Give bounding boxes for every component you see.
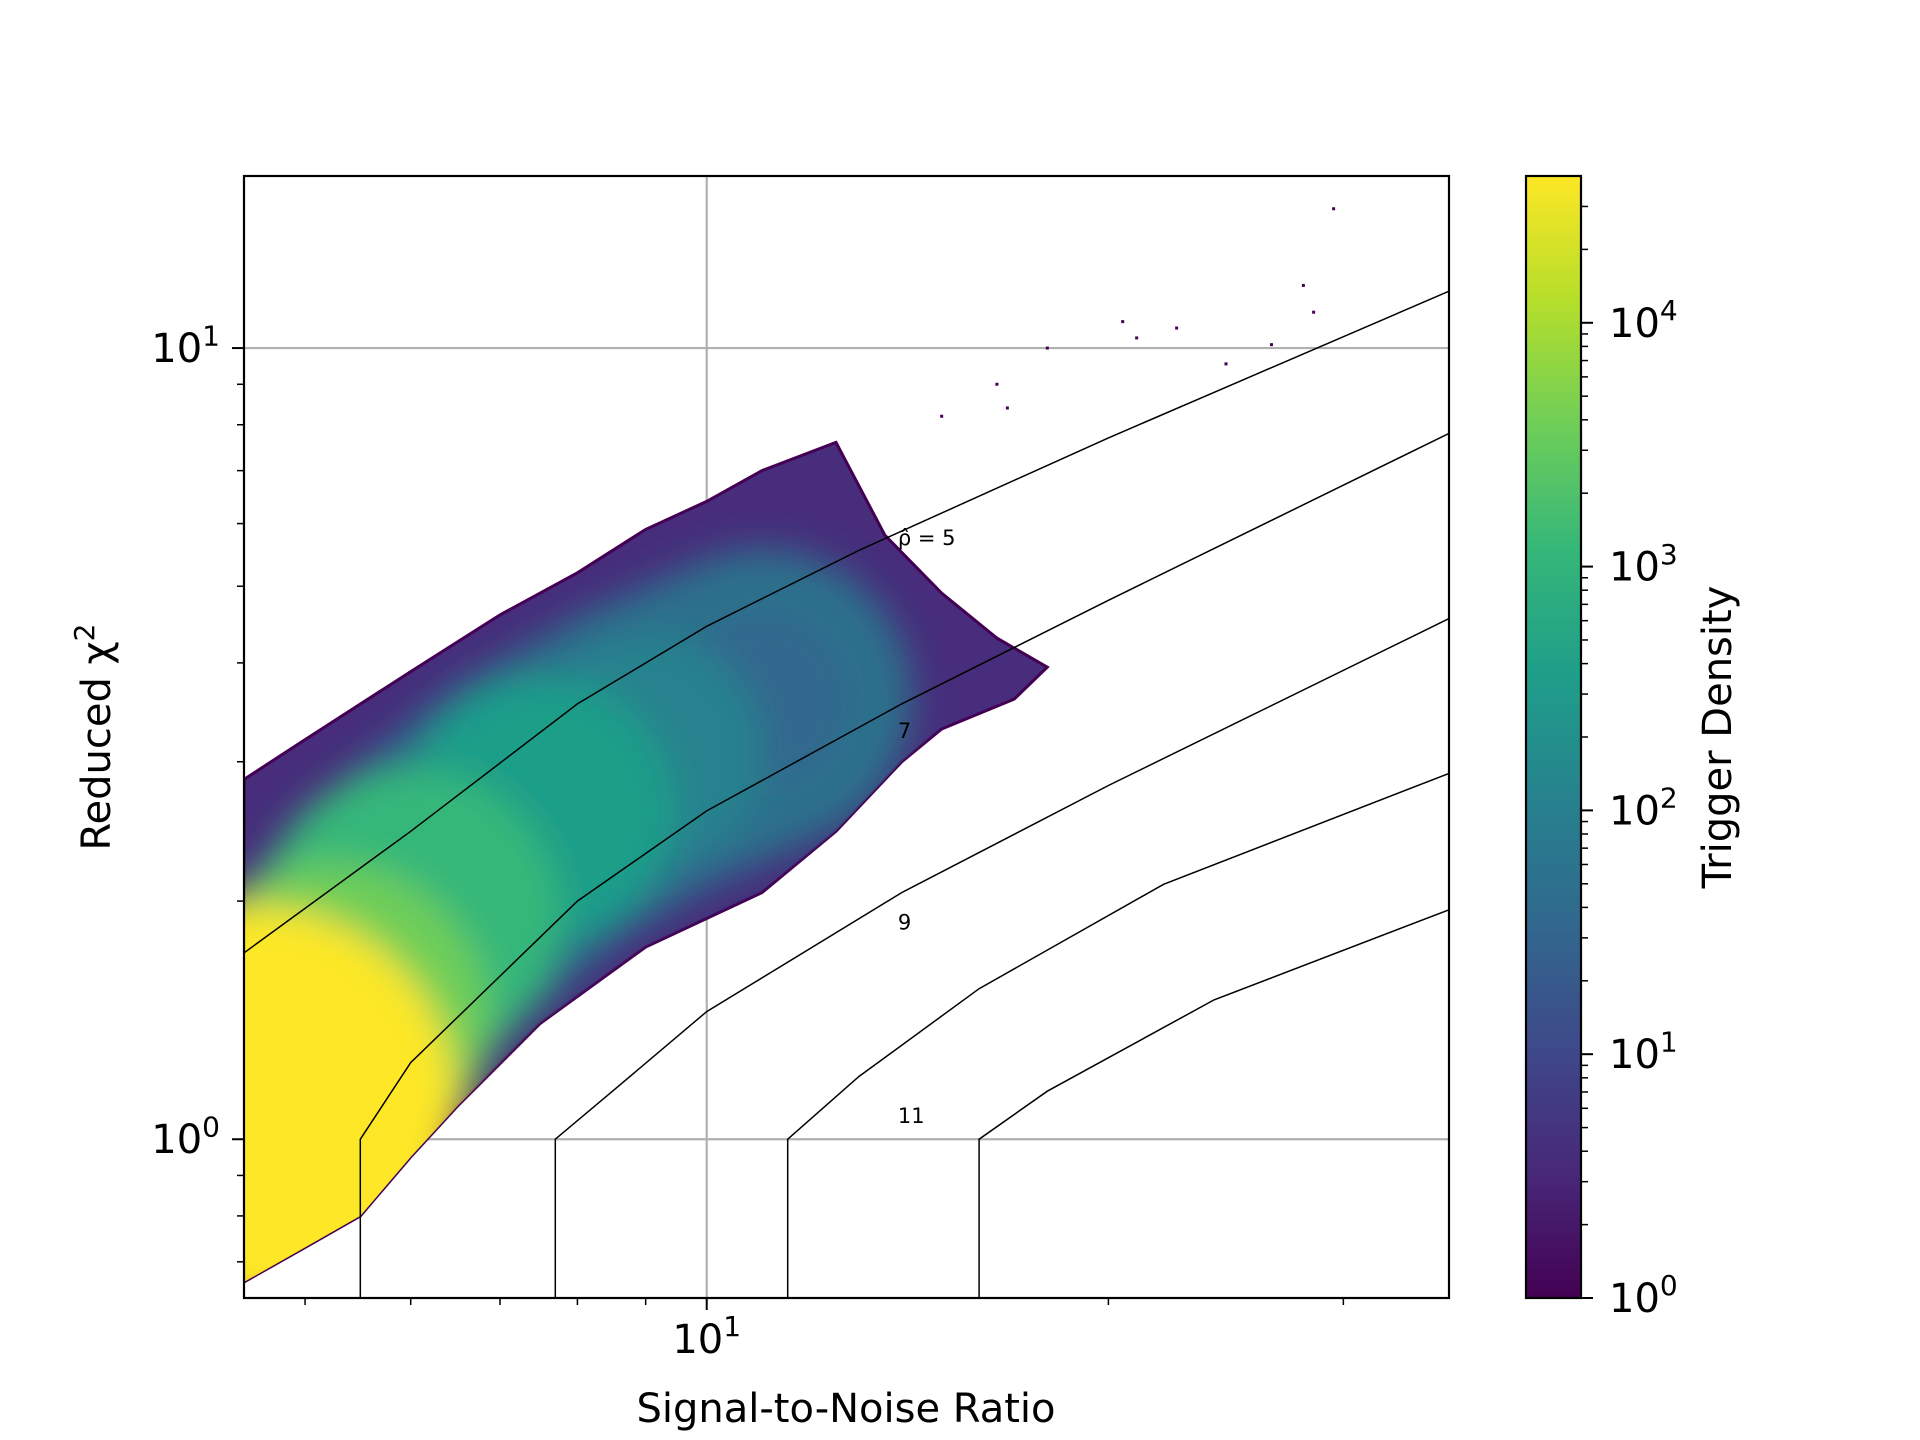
outlier-point <box>1312 310 1316 314</box>
density-core <box>244 549 912 1282</box>
colorbar-tick-label: 100 <box>1609 1269 1678 1322</box>
contour-line <box>359 432 1449 1298</box>
colorbar-tick-label: 103 <box>1609 538 1678 591</box>
outlier-point <box>1224 362 1228 366</box>
contour-line <box>554 617 1449 1298</box>
outlier-points <box>940 207 1336 418</box>
contour-label: 7 <box>898 719 911 743</box>
x-tick-label: 101 <box>672 1310 741 1363</box>
colorbar-label: Trigger Density <box>1695 586 1741 890</box>
colorbar-gradient <box>1524 174 1583 1300</box>
colorbar-tick-label: 101 <box>1609 1025 1678 1078</box>
outlier-point <box>1175 326 1179 330</box>
x-axis-label: Signal-to-Noise Ratio <box>636 1386 1055 1432</box>
colorbar-tick-label: 102 <box>1609 782 1678 835</box>
contour-label: 9 <box>898 910 911 934</box>
colorbar-ticks: 100 101 102 103 104 <box>1581 205 1678 1322</box>
plot-frame <box>242 174 1451 1300</box>
contour-line <box>978 909 1449 1298</box>
outlier-point <box>1301 283 1305 287</box>
y-axis-ticks: 100 101 <box>151 319 244 1263</box>
contour-lines <box>244 290 1449 1298</box>
y-tick-label: 101 <box>151 319 220 372</box>
x-axis-ticks: 101 <box>304 1298 1345 1363</box>
outlier-point <box>1269 343 1273 347</box>
hexbin-density <box>244 440 1050 1284</box>
y-axis-label: Reduced χ2 <box>68 624 120 851</box>
outlier-point <box>1135 336 1139 340</box>
density-blob <box>244 906 457 1282</box>
contour-labels: ρ̂ = 5 7 9 11 <box>898 526 956 1128</box>
outlier-point <box>1121 320 1125 324</box>
outlier-point <box>940 414 944 418</box>
colorbar-tick-label: 104 <box>1609 294 1678 347</box>
contour-line <box>786 772 1449 1298</box>
colorbar: 100 101 102 103 104 Trigger Density <box>1524 174 1741 1322</box>
outlier-point <box>1005 406 1009 410</box>
outlier-point <box>1045 346 1049 350</box>
contour-line <box>244 290 1449 954</box>
contour-label: ρ̂ = 5 <box>898 526 956 550</box>
outlier-point <box>995 382 999 386</box>
outlier-point <box>1332 207 1336 211</box>
y-tick-label: 100 <box>151 1110 220 1163</box>
contour-label: 11 <box>898 1104 925 1128</box>
